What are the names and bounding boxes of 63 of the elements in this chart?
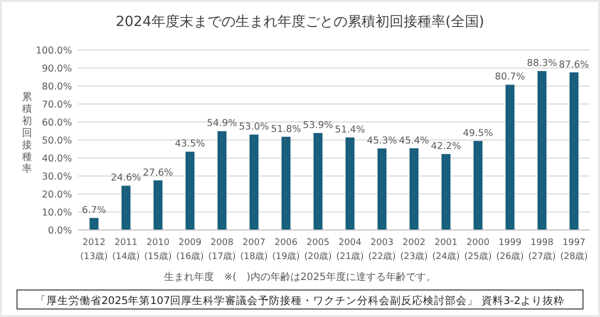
x-tick-label: 1998 (27歳) bbox=[528, 238, 556, 262]
data-label: 49.5% bbox=[462, 128, 494, 139]
bar bbox=[90, 218, 98, 230]
data-label: 43.5% bbox=[174, 138, 206, 150]
y-tick-label: 80.0% bbox=[42, 82, 72, 92]
data-label: 54.9% bbox=[206, 118, 238, 130]
bar bbox=[218, 131, 226, 230]
x-tick-label: 2012 (13歳) bbox=[80, 238, 108, 262]
bar bbox=[378, 148, 386, 230]
text: 「厚生労働省2025年第107回厚生科学審議会予防接種・ワクチン分科会副反応検討部会」 資料3-2より抜粋 bbox=[35, 294, 565, 307]
x-tick-label: 2004 (21歳) bbox=[336, 238, 364, 262]
data-label: 45.3% bbox=[366, 135, 398, 146]
data-label: 27.6% bbox=[142, 167, 174, 178]
bar bbox=[250, 134, 258, 230]
bar bbox=[154, 180, 162, 230]
bar bbox=[474, 140, 482, 230]
y-tick-label: 90.0% bbox=[42, 64, 72, 74]
bar bbox=[410, 148, 418, 230]
x-tick-label: 2005 (20歳) bbox=[304, 238, 332, 262]
bar bbox=[346, 137, 354, 230]
bar bbox=[186, 152, 194, 230]
bar bbox=[282, 136, 290, 230]
data-label: 24.6% bbox=[110, 172, 142, 184]
x-tick-label: 2000 (25歳) bbox=[464, 238, 492, 262]
x-tick-label: 1997 (28歳) bbox=[560, 238, 588, 262]
bar bbox=[442, 154, 450, 230]
x-tick-label: 2002 (23歳) bbox=[400, 238, 428, 262]
x-tick-label: 2011 (14歳) bbox=[112, 238, 140, 262]
x-tick-label: 2009 (16歳) bbox=[176, 238, 204, 262]
data-label: 42.2% bbox=[430, 141, 462, 152]
data-label: 87.6% bbox=[558, 59, 590, 70]
x-tick-label: 2010 (15歳) bbox=[144, 238, 172, 262]
y-tick-label: 30.0% bbox=[42, 172, 72, 182]
data-label: 53.9% bbox=[302, 120, 334, 131]
y-tick-label: 70.0% bbox=[42, 100, 72, 110]
x-tick-label: 2001 (24歳) bbox=[432, 238, 460, 262]
y-tick-label: 60.0% bbox=[42, 118, 72, 128]
data-label: 45.4% bbox=[398, 135, 430, 146]
x-tick-label: 1999 (26歳) bbox=[496, 238, 524, 262]
x-tick-label: 2007 (18歳) bbox=[240, 238, 268, 262]
y-tick-label: 10.0% bbox=[42, 208, 72, 218]
y-tick-label: 20.0% bbox=[42, 190, 72, 200]
y-axis-title: 累積初回接種率 bbox=[22, 92, 32, 175]
x-tick-label: 2006 (19歳) bbox=[272, 238, 300, 262]
bar bbox=[122, 186, 130, 230]
y-tick-label: 40.0% bbox=[42, 154, 72, 164]
bar bbox=[538, 71, 546, 230]
bar bbox=[314, 132, 322, 230]
x-tick-label: 2008 (17歳) bbox=[208, 238, 236, 262]
data-label: 53.0% bbox=[238, 122, 270, 133]
y-tick-label: 100.0% bbox=[36, 46, 72, 56]
data-label: 6.7% bbox=[82, 204, 106, 216]
data-label: 51.8% bbox=[270, 124, 302, 135]
y-tick-label: 50.0% bbox=[42, 136, 72, 146]
x-tick-label: 2003 (22歳) bbox=[368, 238, 396, 262]
data-label: 88.3% bbox=[526, 58, 558, 70]
data-label: 80.7% bbox=[494, 72, 526, 83]
data-label: 51.4% bbox=[334, 124, 366, 136]
bar bbox=[506, 84, 514, 230]
bar bbox=[570, 72, 578, 230]
chart-title: 2024年度末までの生まれ年度ごとの累積初回接種率(全国) bbox=[116, 14, 484, 30]
x-axis-title: 生まれ年度 ※( )内の年齢は2025年度に達する年齢です。 bbox=[164, 271, 436, 283]
y-tick-label: 0.0% bbox=[48, 226, 72, 236]
